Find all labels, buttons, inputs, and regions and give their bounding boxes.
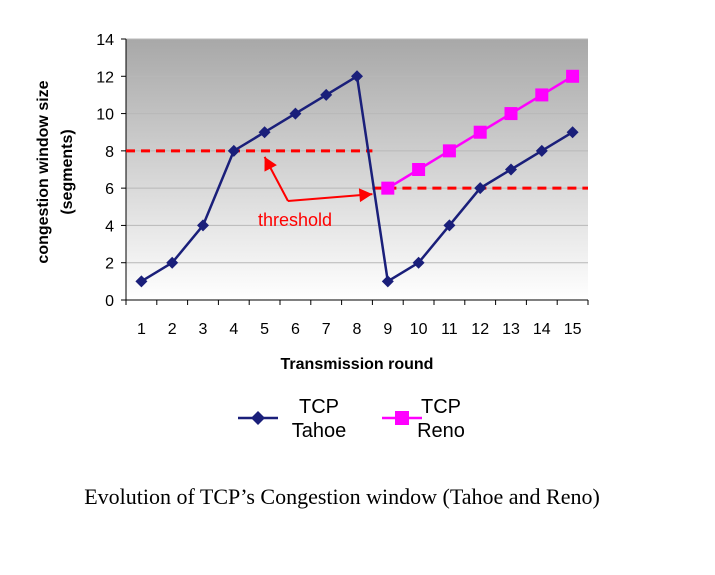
data-point [535, 144, 548, 157]
threshold-label: threshold [258, 210, 332, 230]
x-tick-label: 9 [383, 321, 392, 338]
x-tick-label: 13 [502, 321, 520, 338]
data-point [258, 126, 271, 139]
data-point [443, 219, 456, 232]
data-point [412, 163, 426, 176]
data-point [381, 275, 394, 288]
data-point [381, 181, 395, 195]
data-point [505, 163, 517, 176]
data-point [166, 256, 179, 269]
data-point [135, 275, 148, 288]
data-point [442, 144, 456, 158]
x-tick-label: 3 [199, 321, 208, 338]
x-tick-label: 8 [353, 321, 362, 338]
data-point [473, 125, 487, 139]
legend-label: Reno [417, 420, 465, 442]
legend-label: Tahoe [292, 420, 347, 442]
y-tick-label: 6 [105, 181, 114, 198]
data-point [566, 126, 579, 139]
legend-label: TCP [421, 396, 461, 418]
axes [121, 38, 589, 305]
x-tick-label: 10 [410, 321, 428, 338]
y-tick-label: 14 [96, 32, 114, 49]
x-tick-label: 4 [229, 321, 238, 338]
legend-label: TCP [299, 396, 339, 418]
series-tcp-reno [381, 69, 580, 195]
series-lines [135, 69, 580, 288]
data-point [474, 182, 487, 195]
data-point [351, 70, 363, 83]
y-tick-label: 10 [96, 107, 114, 124]
x-tick-label: 12 [471, 321, 489, 338]
series-tcp-tahoe [135, 70, 579, 288]
y-tick-label: 4 [105, 218, 114, 235]
x-tick-label: 5 [260, 321, 269, 338]
data-point [227, 144, 240, 157]
x-tick-label: 14 [533, 321, 551, 338]
x-tick-label: 11 [441, 321, 458, 338]
threshold-arrowhead [264, 156, 277, 172]
y-tick-label: 8 [105, 144, 114, 161]
data-point [197, 219, 209, 232]
threshold-annotation: threshold [258, 156, 373, 230]
y-tick-label: 12 [96, 69, 114, 86]
figure-caption: Evolution of TCP’s Congestion window (Ta… [84, 484, 600, 509]
threshold-arrowhead [358, 188, 373, 203]
legend-marker [395, 411, 409, 425]
x-tick-label: 7 [322, 321, 331, 338]
y-axis-title-line2: (segments) [59, 129, 76, 214]
x-axis-title: Transmission round [281, 356, 434, 373]
y-axis-title-line1: congestion window size [35, 80, 52, 263]
data-point [535, 88, 549, 102]
x-tick-label: 1 [137, 321, 146, 338]
x-tick-label: 6 [291, 321, 300, 338]
x-tick-labels: 1 2 3 4 5 6 7 8 9 10 11 12 13 14 15 [137, 321, 582, 338]
x-tick-label: 2 [168, 321, 177, 338]
y-tick-label: 0 [105, 293, 114, 310]
data-point [412, 256, 425, 269]
threshold-arrow [287, 193, 373, 202]
y-tick-labels: 0 2 4 6 8 10 12 14 [96, 32, 114, 310]
y-tick-label: 2 [105, 256, 114, 273]
legend-marker [251, 411, 265, 425]
data-point [566, 69, 580, 83]
data-point [320, 88, 333, 101]
data-point [504, 107, 518, 121]
x-tick-label: 15 [564, 321, 582, 338]
data-point [289, 107, 302, 120]
